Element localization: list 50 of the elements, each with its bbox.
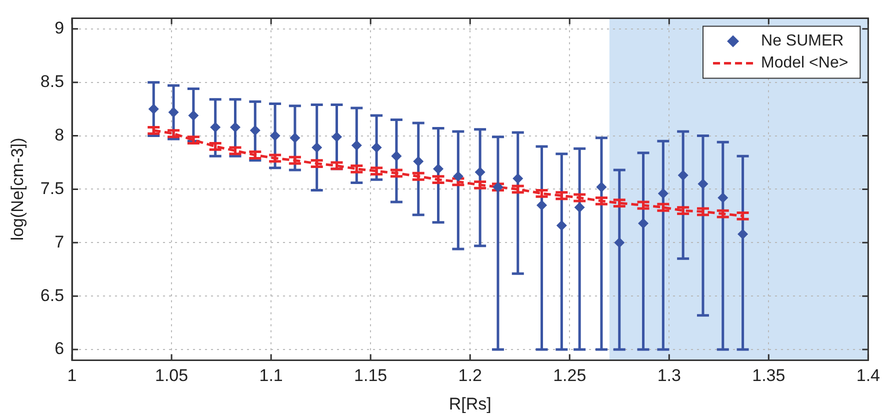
point	[678, 170, 688, 180]
point	[493, 182, 503, 192]
x-tick-label: 1.1	[259, 366, 283, 386]
legend-label: Ne SUMER	[761, 32, 844, 50]
point	[270, 131, 280, 141]
x-tick-label: 1.25	[553, 366, 586, 386]
y-tick-label: 6	[54, 339, 64, 358]
legend-label: Model <Ne>	[761, 54, 848, 72]
point	[718, 193, 728, 202]
y-tick-label: 8	[54, 125, 64, 144]
x-tick-label: 1	[67, 366, 77, 386]
y-tick-label: 6.5	[40, 286, 64, 305]
x-tick-label: 1.3	[657, 366, 681, 386]
point	[290, 133, 300, 143]
point	[188, 110, 198, 120]
y-tick-label: 8.5	[40, 72, 64, 92]
point	[453, 172, 463, 182]
point	[614, 238, 624, 248]
x-tick-label: 1.05	[155, 366, 188, 386]
point	[596, 182, 606, 192]
point	[250, 126, 260, 136]
x-tick-label: 1.35	[752, 366, 786, 386]
point	[513, 174, 523, 184]
point	[537, 200, 547, 210]
point	[168, 108, 178, 117]
x-tick-label: 1.15	[354, 366, 388, 386]
point	[414, 156, 424, 166]
point	[392, 151, 402, 161]
x-tick-label: 1.4	[856, 366, 880, 386]
point	[658, 188, 668, 198]
point	[638, 218, 648, 228]
point	[556, 220, 566, 230]
point	[210, 122, 220, 132]
point	[372, 142, 382, 152]
point	[475, 167, 485, 177]
x-tick-label: 1.2	[458, 366, 482, 386]
y-axis-title: log(Ne[cm-3])	[8, 138, 27, 241]
point	[332, 132, 342, 142]
x-axis-title: R[Rs]	[448, 394, 492, 414]
y-tick-label: 7.5	[40, 178, 64, 198]
point	[312, 142, 322, 152]
point	[434, 164, 444, 174]
point	[230, 122, 240, 132]
point	[698, 179, 708, 189]
y-tick-label: 7	[54, 232, 64, 252]
point	[574, 202, 584, 212]
y-tick-label: 9	[54, 18, 64, 38]
point	[738, 229, 748, 239]
point	[352, 140, 362, 150]
point	[148, 104, 158, 114]
